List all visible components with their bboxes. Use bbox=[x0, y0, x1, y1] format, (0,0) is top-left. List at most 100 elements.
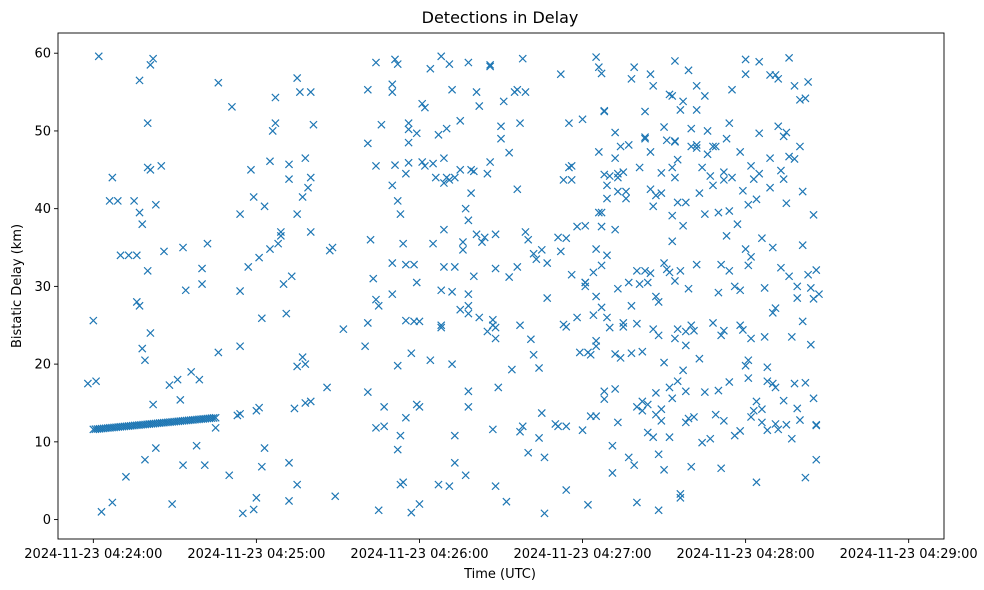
data-point bbox=[149, 400, 158, 409]
data-point bbox=[771, 304, 780, 313]
data-point bbox=[747, 412, 756, 421]
data-point bbox=[679, 97, 688, 106]
data-point bbox=[124, 251, 133, 260]
plot-area bbox=[57, 32, 945, 540]
data-point bbox=[480, 233, 489, 242]
data-point bbox=[562, 322, 571, 331]
data-point bbox=[507, 365, 516, 374]
data-point bbox=[689, 326, 698, 335]
data-point bbox=[564, 119, 573, 128]
data-point bbox=[594, 63, 603, 72]
data-point bbox=[708, 142, 718, 151]
data-point bbox=[714, 386, 723, 395]
data-point bbox=[130, 196, 139, 205]
data-point bbox=[483, 169, 492, 178]
data-point bbox=[581, 221, 590, 230]
data-point bbox=[592, 245, 601, 254]
data-point bbox=[388, 181, 397, 190]
data-point bbox=[195, 375, 204, 384]
data-point bbox=[246, 165, 255, 174]
data-point bbox=[763, 363, 772, 372]
data-point bbox=[741, 361, 750, 370]
data-point bbox=[513, 262, 522, 271]
y-tick-label: 30 bbox=[34, 280, 51, 295]
data-point bbox=[227, 102, 236, 111]
data-point bbox=[396, 210, 405, 219]
data-point bbox=[331, 492, 340, 501]
data-point bbox=[727, 85, 737, 94]
data-point bbox=[662, 136, 671, 145]
data-point bbox=[763, 426, 772, 435]
data-point bbox=[450, 431, 459, 440]
data-point bbox=[600, 170, 609, 179]
data-point bbox=[736, 426, 745, 435]
data-point bbox=[284, 175, 294, 184]
data-point bbox=[790, 81, 799, 90]
data-point bbox=[521, 88, 530, 97]
data-point bbox=[388, 259, 397, 268]
data-point bbox=[673, 325, 682, 334]
data-point bbox=[592, 412, 601, 421]
data-point bbox=[695, 189, 704, 198]
data-point bbox=[717, 464, 726, 473]
data-point bbox=[692, 144, 701, 153]
data-point bbox=[377, 120, 386, 129]
data-point bbox=[679, 221, 688, 230]
data-point bbox=[725, 266, 734, 275]
data-point bbox=[176, 395, 185, 404]
data-point bbox=[681, 198, 690, 207]
data-point bbox=[249, 192, 258, 202]
data-point bbox=[741, 55, 750, 64]
data-point bbox=[646, 147, 655, 156]
data-point bbox=[668, 237, 677, 246]
data-point bbox=[369, 274, 378, 283]
data-point bbox=[638, 347, 647, 356]
data-point bbox=[371, 58, 381, 67]
data-point bbox=[559, 175, 568, 184]
data-point bbox=[187, 367, 196, 376]
data-point bbox=[673, 198, 682, 207]
data-point bbox=[448, 287, 457, 296]
data-point bbox=[602, 194, 612, 203]
data-point bbox=[583, 500, 592, 509]
data-point bbox=[611, 225, 620, 234]
data-point bbox=[793, 404, 802, 413]
data-point bbox=[149, 54, 158, 63]
data-point bbox=[736, 147, 745, 156]
data-point bbox=[265, 157, 275, 166]
data-point bbox=[738, 325, 747, 334]
data-point bbox=[328, 243, 337, 252]
data-point bbox=[535, 363, 544, 373]
data-point bbox=[450, 458, 459, 467]
data-point bbox=[665, 433, 674, 442]
data-point bbox=[630, 63, 639, 72]
data-point bbox=[165, 381, 174, 390]
data-point bbox=[363, 85, 372, 94]
data-point bbox=[499, 97, 508, 106]
data-point bbox=[692, 260, 701, 269]
data-point bbox=[404, 138, 413, 147]
data-point bbox=[513, 185, 522, 194]
data-point bbox=[703, 126, 712, 135]
data-point bbox=[708, 318, 718, 327]
data-point bbox=[562, 422, 571, 431]
data-point bbox=[380, 422, 389, 431]
data-point bbox=[790, 379, 799, 388]
data-point bbox=[516, 119, 525, 128]
data-point bbox=[785, 272, 794, 281]
data-point bbox=[619, 322, 628, 331]
data-point bbox=[415, 499, 424, 509]
data-point bbox=[524, 448, 533, 457]
data-point bbox=[793, 282, 802, 291]
data-point bbox=[613, 418, 622, 427]
data-point bbox=[657, 405, 666, 414]
data-point bbox=[401, 260, 410, 269]
data-point bbox=[668, 394, 677, 403]
data-point bbox=[670, 137, 679, 146]
data-point bbox=[766, 183, 775, 192]
data-point bbox=[616, 142, 625, 151]
data-point bbox=[461, 471, 470, 480]
data-point bbox=[132, 251, 141, 260]
data-point bbox=[518, 422, 527, 431]
data-point bbox=[448, 360, 457, 369]
